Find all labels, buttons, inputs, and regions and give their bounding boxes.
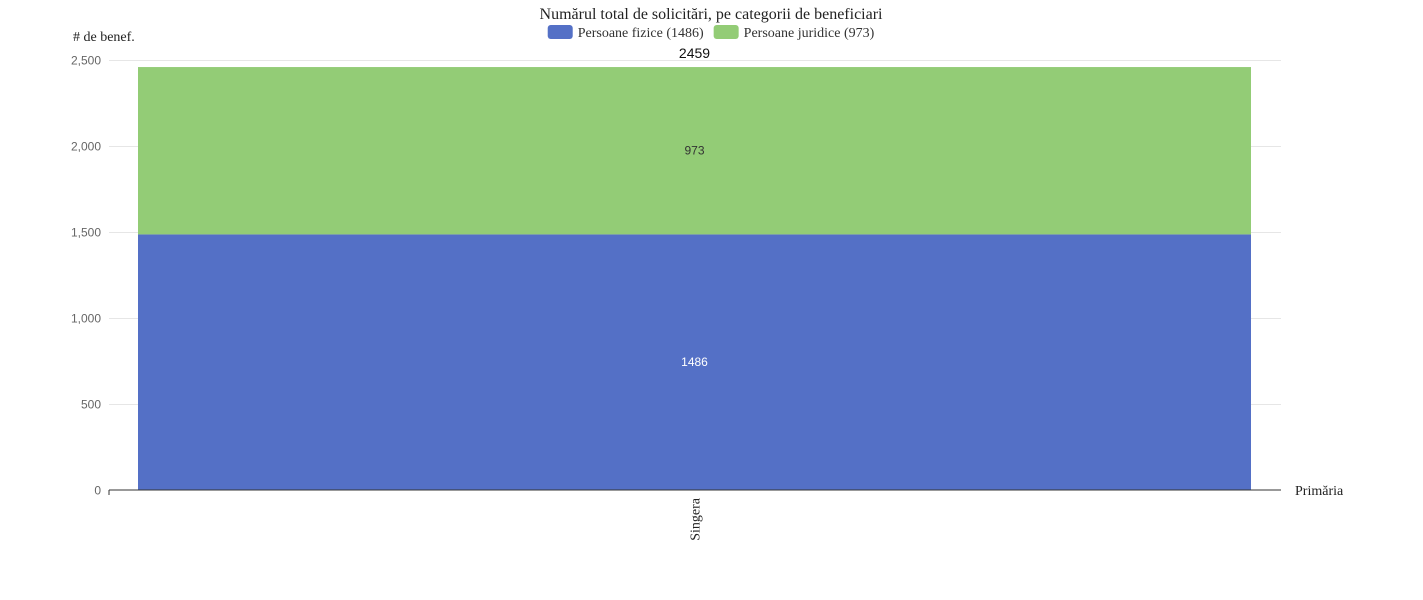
- legend-swatch: [713, 25, 739, 39]
- bar-value-label: 973: [684, 144, 704, 158]
- bars: [138, 67, 1251, 490]
- legend-swatch: [547, 25, 573, 39]
- data-labels: 1486 973 2459: [679, 45, 710, 369]
- bar-total-label: 2459: [679, 45, 710, 61]
- bar-segment[interactable]: [138, 67, 1251, 235]
- bar-segment[interactable]: [138, 234, 1251, 490]
- chart-title: Numărul total de solicitări, pe categori…: [540, 6, 884, 23]
- category-label: Singera: [689, 497, 704, 541]
- y-tick-label: 2,500: [71, 54, 101, 68]
- legend-label: Persoane fizice (1486): [578, 26, 704, 41]
- legend-item[interactable]: Persoane juridice (973): [713, 25, 875, 41]
- y-tick-label: 500: [81, 398, 101, 412]
- category-labels: Singera: [689, 497, 704, 541]
- legend[interactable]: Persoane fizice (1486) Persoane juridice …: [547, 25, 875, 41]
- legend-label: Persoane juridice (973): [744, 26, 875, 41]
- x-axis-title: Primăria: [1295, 484, 1344, 499]
- y-tick-labels: 0 500 1,000 1,500 2,000 2,500: [71, 54, 101, 498]
- axes: [108, 489, 1281, 495]
- bar-value-label: 1486: [681, 355, 708, 369]
- y-tick-label: 1,500: [71, 226, 101, 240]
- legend-item[interactable]: Persoane fizice (1486): [547, 25, 704, 41]
- y-axis-title: # de benef.: [73, 30, 135, 45]
- y-tick-label: 2,000: [71, 140, 101, 154]
- y-tick-label: 0: [94, 484, 101, 498]
- y-tick-label: 1,000: [71, 312, 101, 326]
